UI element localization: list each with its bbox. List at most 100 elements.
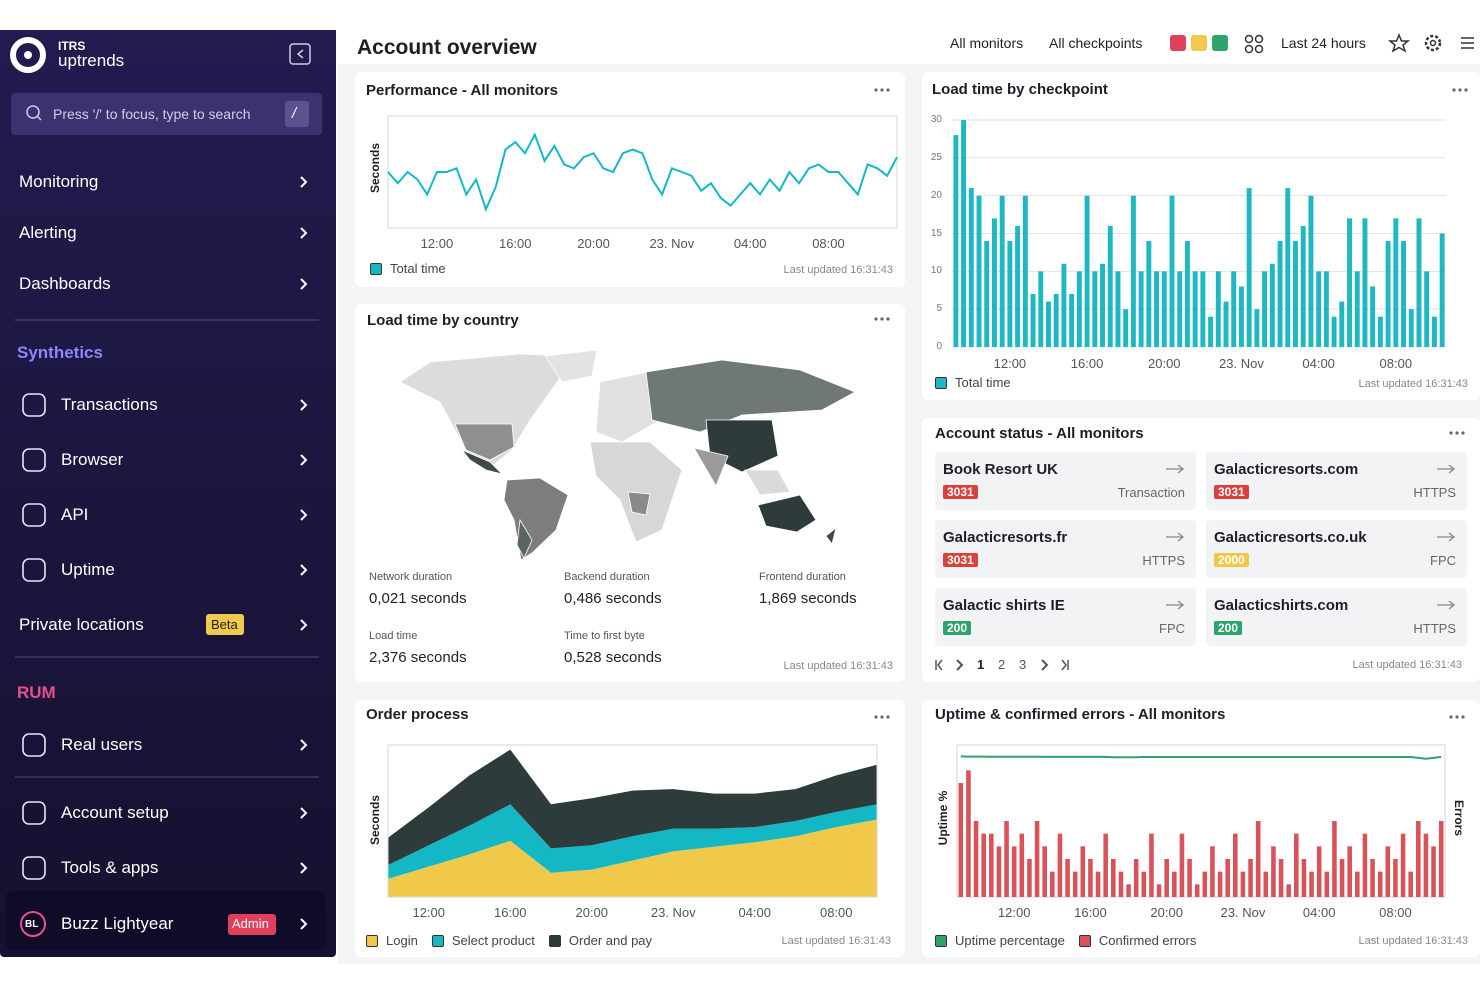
status-code: 3031	[1214, 485, 1249, 500]
y2-axis-label: Errors	[1452, 799, 1467, 837]
brand: uptrends	[58, 50, 125, 70]
metric-value: 1,869 seconds	[759, 590, 857, 607]
monitor-name[interactable]: Book Resort UK	[943, 461, 1059, 478]
last-updated: Last updated 16:31:43	[1352, 659, 1462, 672]
monitor-type: Transaction	[1117, 485, 1185, 501]
status-code: 200	[1214, 621, 1243, 636]
legend-swatch	[935, 376, 947, 389]
chart-title: Load time by checkpoint	[932, 81, 1108, 98]
x-tick-label: 23. Nov	[649, 236, 695, 251]
monitor-name[interactable]: Galacticshirts.com	[1214, 597, 1349, 614]
legend-item: Login	[366, 933, 418, 949]
header-link[interactable]: All checkpoints	[1049, 34, 1143, 51]
x-tick-label: 08:00	[1379, 905, 1412, 920]
x-tick-label: 20:00	[577, 236, 610, 251]
nav-item[interactable]: Transactions	[61, 394, 158, 414]
legend-label: Total time	[955, 375, 1011, 390]
last-updated: Last updated 16:31:43	[1358, 378, 1468, 391]
nav-item[interactable]: Account setup	[61, 802, 169, 822]
header-link[interactable]: All monitors	[950, 34, 1024, 51]
x-tick-label: 20:00	[1147, 356, 1181, 371]
status-code: 2000	[1214, 553, 1249, 568]
metric-value: 0,021 seconds	[369, 590, 467, 607]
monitor-name[interactable]: Galacticresorts.com	[1214, 461, 1359, 478]
legend-label: Select product	[451, 933, 535, 948]
page-number[interactable]: 3	[1019, 657, 1027, 673]
x-tick-label: 23. Nov	[1219, 356, 1264, 371]
chart-title: Order process	[366, 706, 469, 723]
monitor-name[interactable]: Galacticresorts.co.uk	[1214, 529, 1367, 546]
status-card	[935, 452, 1196, 510]
user-name[interactable]: Buzz Lightyear	[61, 913, 174, 933]
nav-item[interactable]: Uptime	[61, 559, 115, 579]
metric-label: Frontend duration	[759, 571, 846, 584]
metric-label: Network duration	[369, 571, 453, 584]
legend-label: Uptime percentage	[955, 933, 1065, 948]
legend-swatch	[548, 934, 561, 947]
legend: Login Select product Order and pay	[366, 933, 652, 949]
legend: Total time	[370, 261, 446, 277]
map-title: Load time by country	[367, 312, 519, 329]
monitor-name[interactable]: Galactic shirts IE	[943, 597, 1065, 614]
status-code: 200	[943, 621, 972, 636]
x-tick-label: 08:00	[812, 236, 845, 251]
monitor-name[interactable]: Galacticresorts.fr	[943, 529, 1068, 546]
status-card	[935, 520, 1196, 578]
legend-swatch	[366, 934, 378, 947]
metric-label: Backend duration	[564, 571, 650, 584]
x-tick-label: 23. Nov	[650, 905, 696, 920]
section-title: Synthetics	[17, 342, 103, 362]
nav-item[interactable]: Tools & apps	[61, 857, 159, 877]
metric-value: 0,528 seconds	[564, 649, 662, 666]
legend-swatch	[370, 262, 382, 275]
legend-item: Confirmed errors	[1078, 933, 1196, 949]
sidebar	[0, 30, 336, 957]
search-key-label: /	[292, 105, 297, 122]
legend-swatch	[1078, 934, 1091, 947]
x-tick-label: 16:00	[498, 236, 532, 251]
x-tick-label: 12:00	[420, 236, 454, 251]
x-tick-label: 20:00	[575, 905, 609, 920]
y-tick-label: 30	[930, 114, 942, 125]
x-tick-label: 04:00	[738, 905, 772, 920]
legend-item: Order and pay	[548, 933, 652, 949]
page-number[interactable]: 2	[998, 657, 1006, 673]
search-placeholder[interactable]: Press '/' to focus, type to search	[53, 105, 251, 122]
monitor-type: FPC	[1430, 553, 1456, 569]
nav-item[interactable]: Monitoring	[19, 171, 99, 191]
y-tick-label: 0	[936, 341, 942, 352]
status-code: 3031	[943, 485, 978, 500]
header-link[interactable]: Last 24 hours	[1281, 34, 1366, 51]
y-axis-label: Uptime %	[935, 790, 950, 846]
legend-item: Uptime percentage	[935, 933, 1065, 949]
x-tick-label: 23. Nov	[1220, 905, 1266, 920]
nav-item[interactable]: Private locations	[19, 614, 144, 634]
page-title: Account overview	[357, 36, 537, 60]
badge-bg	[206, 614, 244, 635]
x-tick-label: 12:00	[993, 356, 1027, 371]
nav-item[interactable]: Browser	[61, 449, 124, 469]
nav-item[interactable]: Alerting	[19, 222, 77, 242]
nav-item[interactable]: API	[61, 504, 89, 524]
metric-label: Load time	[369, 630, 418, 643]
last-updated: Last updated 16:31:43	[1358, 935, 1468, 948]
page-number[interactable]: 1	[977, 657, 985, 673]
nav-item[interactable]: Dashboards	[19, 273, 111, 293]
y-tick-label: 10	[930, 265, 942, 277]
monitor-type: HTTPS	[1413, 621, 1456, 637]
x-tick-label: 16:00	[493, 905, 527, 920]
x-tick-label: 12:00	[997, 905, 1031, 920]
chart-title: Performance - All monitors	[366, 82, 558, 99]
x-tick-label: 12:00	[412, 905, 446, 920]
y-tick-label: 5	[936, 303, 942, 315]
search-key	[285, 101, 309, 127]
x-tick-label: 16:00	[1074, 905, 1107, 920]
status-card	[1206, 588, 1467, 646]
legend-swatch	[935, 934, 947, 947]
last-updated: Last updated 16:31:43	[783, 264, 893, 277]
chart-title: Uptime & confirmed errors - All monitors	[935, 706, 1226, 723]
y-tick-label: 25	[930, 151, 942, 163]
nav-item[interactable]: Real users	[61, 734, 143, 754]
